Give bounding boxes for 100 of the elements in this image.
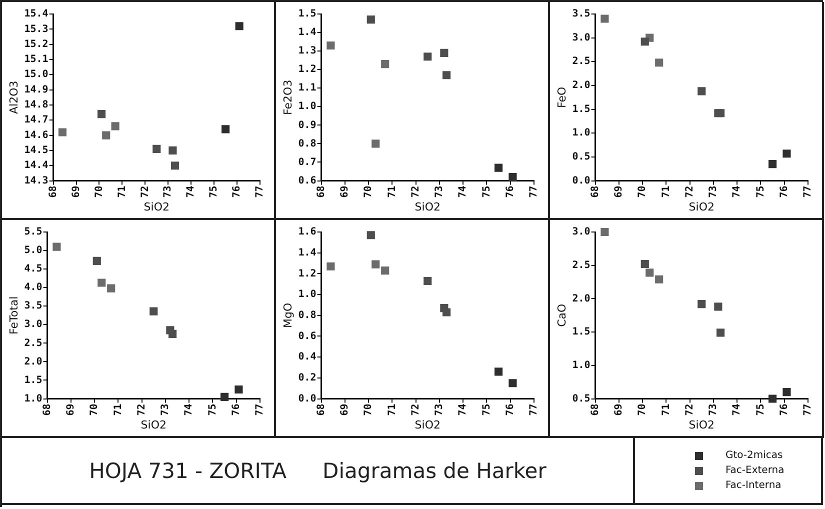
x-tick-label: 71: [386, 186, 398, 198]
x-tick-label: 75: [207, 404, 218, 416]
y-tick-label: 1.0: [572, 360, 590, 371]
x-tick-label: 70: [89, 404, 100, 416]
y-tick-label: 1.0: [298, 101, 316, 112]
x-tick-label: 76: [504, 404, 516, 416]
x-tick-label: 72: [684, 186, 696, 198]
y-tick-label: 2.0: [24, 356, 42, 368]
y-tick-label: 3.0: [572, 32, 590, 44]
y-tick-label: 1.6: [298, 226, 316, 238]
x-tick-label: 71: [112, 404, 124, 416]
y-tick-label: 14.3: [24, 175, 48, 186]
x-tick-label: 74: [184, 404, 195, 416]
x-tick-label: 73: [162, 186, 174, 198]
y-tick-label: 0.7: [298, 156, 316, 168]
y-tick-label: 1.2: [298, 268, 316, 280]
x-axis-title: SiO2: [688, 418, 714, 432]
y-tick-label: 3.5: [572, 8, 590, 20]
x-tick-label: 76: [230, 404, 242, 416]
y-tick-label: 1.0: [298, 289, 316, 300]
y-tick-label: 1.5: [298, 8, 316, 20]
x-tick-label: 75: [481, 404, 492, 416]
x-axis-title: SiO2: [688, 200, 714, 214]
y-tick-label: 1.5: [572, 326, 590, 338]
y-tick-label: 1.1: [298, 82, 316, 94]
x-tick-label: 77: [528, 186, 540, 198]
legend-label: Fac-Interna: [725, 480, 782, 491]
x-tick-label: 70: [94, 186, 105, 198]
y-tick-label: 14.9: [24, 84, 48, 96]
x-tick-label: 68: [42, 404, 53, 416]
x-tick-label: 77: [254, 186, 266, 198]
y-tick-label: 0.9: [298, 120, 316, 131]
x-axis-title: SiO2: [414, 418, 440, 432]
x-tick-label: 75: [481, 186, 492, 198]
x-tick-label: 76: [778, 404, 790, 416]
x-tick-label: 75: [755, 404, 766, 416]
y-tick-label: 0.4: [298, 352, 316, 363]
x-tick-label: 77: [802, 404, 814, 416]
y-tick-label: 1.0: [572, 128, 590, 139]
y-tick-label: 0.0: [572, 175, 590, 186]
y-tick-label: 1.5: [572, 104, 590, 115]
x-tick-label: 73: [708, 404, 720, 416]
x-tick-label: 77: [802, 186, 814, 198]
text: HOJA 731 - ZORITA: [89, 458, 287, 482]
x-tick-label: 72: [140, 186, 151, 198]
y-tick-label: 5.0: [24, 245, 42, 256]
y-tick-label: 1.2: [298, 64, 316, 76]
y-tick-label: 4.5: [24, 264, 42, 275]
y-tick-label: 1.0: [24, 393, 42, 404]
x-tick-label: 69: [339, 404, 350, 416]
y-tick-label: 14.4: [24, 160, 48, 172]
x-tick-label: 72: [410, 186, 422, 198]
x-tick-label: 71: [660, 404, 672, 416]
y-tick-label: 2.5: [572, 56, 590, 68]
y-axis-title: MgO: [281, 302, 294, 328]
x-tick-label: 70: [363, 404, 374, 416]
x-tick-label: 68: [590, 186, 601, 198]
y-tick-label: 0.5: [572, 152, 590, 163]
y-tick-label: 0.6: [298, 175, 316, 186]
y-tick-label: 5.5: [24, 226, 42, 238]
y-tick-label: 1.3: [298, 46, 316, 57]
x-tick-label: 68: [590, 404, 601, 416]
y-tick-label: 0.8: [298, 138, 316, 150]
y-tick-label: 0.0: [298, 393, 316, 404]
x-tick-label: 70: [637, 186, 648, 198]
y-tick-label: 1.4: [298, 247, 316, 258]
y-tick-label: 0.8: [298, 310, 316, 321]
x-tick-label: 68: [48, 186, 59, 198]
y-tick-label: 2.0: [572, 293, 590, 304]
y-tick-label: 2.5: [572, 260, 590, 271]
y-axis-title: FeO: [555, 86, 568, 108]
y-axis-title: CaO: [555, 304, 568, 327]
y-tick-label: 0.6: [298, 330, 316, 342]
x-tick-label: 76: [504, 186, 516, 198]
x-tick-label: 68: [316, 404, 327, 416]
x-tick-label: 73: [434, 404, 446, 416]
x-tick-label: 74: [458, 186, 469, 198]
x-tick-label: 70: [637, 404, 648, 416]
y-tick-label: 2.0: [572, 80, 590, 92]
x-tick-label: 77: [528, 404, 540, 416]
y-tick-label: 0.2: [298, 372, 316, 384]
x-tick-label: 73: [434, 186, 446, 198]
x-tick-label: 69: [613, 186, 624, 198]
x-tick-label: 71: [116, 186, 128, 198]
x-tick-label: 76: [778, 186, 790, 198]
x-tick-label: 74: [458, 404, 469, 416]
y-tick-label: 1.4: [298, 27, 316, 38]
x-tick-label: 74: [732, 186, 743, 198]
y-tick-label: 14.6: [24, 130, 48, 141]
y-tick-label: 0.5: [572, 393, 590, 404]
x-tick-label: 69: [70, 186, 82, 198]
y-tick-label: 1.5: [24, 374, 42, 386]
x-tick-label: 70: [363, 186, 374, 198]
x-tick-label: 69: [339, 186, 350, 198]
x-tick-label: 74: [732, 404, 743, 416]
x-tick-label: 77: [254, 404, 266, 416]
y-axis-title: FeTotal: [7, 296, 20, 334]
x-tick-label: 74: [186, 186, 197, 198]
x-tick-label: 72: [136, 404, 148, 416]
y-tick-label: 14.7: [24, 114, 48, 126]
